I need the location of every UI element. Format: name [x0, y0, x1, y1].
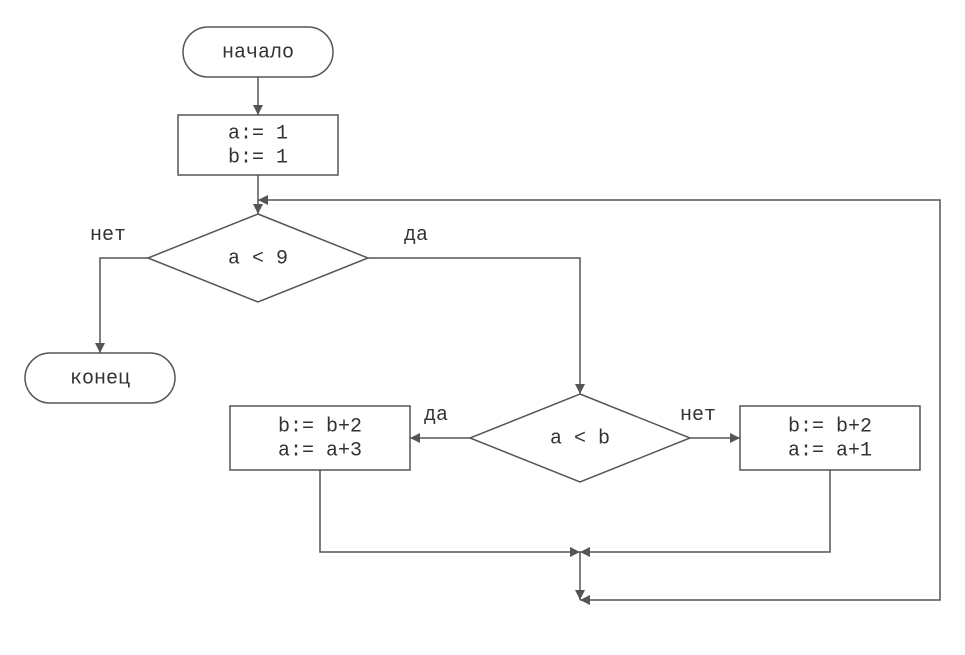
edge-cond1-yes [368, 258, 580, 394]
flowchart-canvas: началоa:= 1b:= 1a < 9конецa < bb:= b+2a:… [0, 0, 965, 655]
edge-cond1-no-label: нет [90, 224, 126, 247]
node-init: a:= 1b:= 1 [178, 115, 338, 175]
node-procL: b:= b+2a:= a+3 [230, 406, 410, 470]
node-cond1: a < 9 [148, 214, 368, 302]
node-start: начало [183, 27, 333, 77]
edge-cond1-no [100, 258, 148, 353]
node-cond1-label: a < 9 [228, 247, 288, 270]
edge-cond2-no-label: нет [680, 404, 716, 427]
node-end: конец [25, 353, 175, 403]
edge-procL-merge [320, 470, 580, 552]
node-procR: b:= b+2a:= a+1 [740, 406, 920, 470]
edge-cond1-yes-label: да [404, 224, 428, 247]
node-cond2: a < b [470, 394, 690, 482]
node-procL-line-0: b:= b+2 [278, 415, 362, 438]
node-start-label: начало [222, 41, 294, 64]
node-procR-line-1: a:= a+1 [788, 439, 872, 462]
node-end-label: конец [70, 367, 130, 390]
node-init-line-0: a:= 1 [228, 122, 288, 145]
node-cond2-label: a < b [550, 427, 610, 450]
edge-procR-merge [580, 470, 830, 552]
node-procL-line-1: a:= a+3 [278, 439, 362, 462]
node-init-line-1: b:= 1 [228, 146, 288, 169]
edge-cond2-yes-label: да [424, 404, 448, 427]
node-procR-line-0: b:= b+2 [788, 415, 872, 438]
